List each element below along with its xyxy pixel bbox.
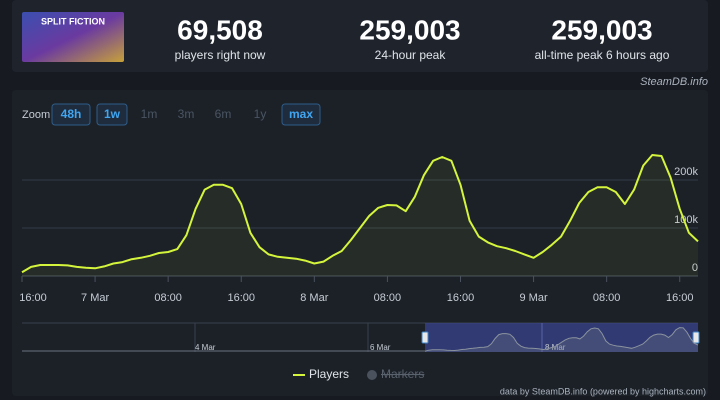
x-tick-label: 9 Mar bbox=[520, 292, 548, 304]
legend-item[interactable]: Markers bbox=[381, 367, 424, 381]
zoom-button-label[interactable]: 1m bbox=[141, 107, 158, 121]
zoom-button-label[interactable]: 6m bbox=[215, 107, 232, 121]
navigator-label: 6 Mar bbox=[370, 343, 391, 352]
plot: 0 100k 200k 16:00 7 Mar 08:00 16:00 8 Mar 08:00 1… bbox=[19, 154, 699, 304]
legend-swatch bbox=[367, 370, 377, 380]
x-tick-label: 08:00 bbox=[593, 292, 621, 304]
zoom-buttons: 48h 1w 1m 3m 6m 1y max bbox=[51, 103, 321, 126]
x-tick-label: 16:00 bbox=[19, 292, 47, 304]
source-link[interactable]: SteamDB.info bbox=[640, 76, 708, 88]
logo-text: SPLIT FICTION bbox=[41, 16, 105, 26]
x-tick-label: 7 Mar bbox=[81, 292, 109, 304]
zoom-button[interactable] bbox=[281, 103, 321, 126]
credit: data by SteamDB.info (powered by highcha… bbox=[500, 386, 706, 396]
x-tick-label: 08:00 bbox=[374, 292, 402, 304]
y-tick-label: 0 bbox=[692, 262, 698, 274]
legend-item[interactable]: Players bbox=[309, 367, 349, 381]
navigator-handle[interactable] bbox=[692, 331, 700, 344]
game-logo bbox=[22, 12, 124, 62]
area bbox=[22, 155, 698, 276]
header-panel bbox=[12, 0, 708, 72]
y-tick-label: 200k bbox=[674, 166, 698, 178]
zoom-button-label[interactable]: 3m bbox=[178, 107, 195, 121]
stat-label: 24-hour peak bbox=[375, 48, 447, 62]
navigator-handle[interactable] bbox=[421, 331, 429, 344]
zoom-label: Zoom bbox=[22, 109, 50, 121]
zoom-button[interactable] bbox=[96, 103, 128, 126]
navigator-label: 8 Mar bbox=[545, 343, 566, 352]
zoom-button-label[interactable]: 48h bbox=[61, 107, 82, 121]
x-tick-label: 16:00 bbox=[666, 292, 694, 304]
x-tick-label: 16:00 bbox=[227, 292, 255, 304]
stat-value: 259,003 bbox=[551, 14, 652, 45]
zoom-button[interactable] bbox=[51, 103, 91, 126]
navigator-selection[interactable] bbox=[425, 323, 698, 352]
zoom-button-label[interactable]: 1y bbox=[254, 107, 267, 121]
y-tick-label: 100k bbox=[674, 214, 698, 226]
zoom-button-label[interactable]: max bbox=[289, 107, 313, 121]
navigator-line bbox=[424, 327, 699, 352]
navigator-area bbox=[425, 327, 698, 352]
zoom-button-label[interactable]: 1w bbox=[104, 107, 121, 121]
stat-label: players right now bbox=[175, 48, 266, 62]
navigator-label: 4 Mar bbox=[195, 343, 216, 352]
chart-panel bbox=[12, 90, 708, 396]
x-tick-label: 16:00 bbox=[447, 292, 475, 304]
x-tick-label: 08:00 bbox=[154, 292, 182, 304]
stat-value: 69,508 bbox=[177, 14, 263, 45]
line bbox=[21, 154, 699, 274]
stat-label: all-time peak 6 hours ago bbox=[535, 48, 670, 62]
x-tick-label: 8 Mar bbox=[300, 292, 328, 304]
stat-value: 259,003 bbox=[359, 14, 460, 45]
